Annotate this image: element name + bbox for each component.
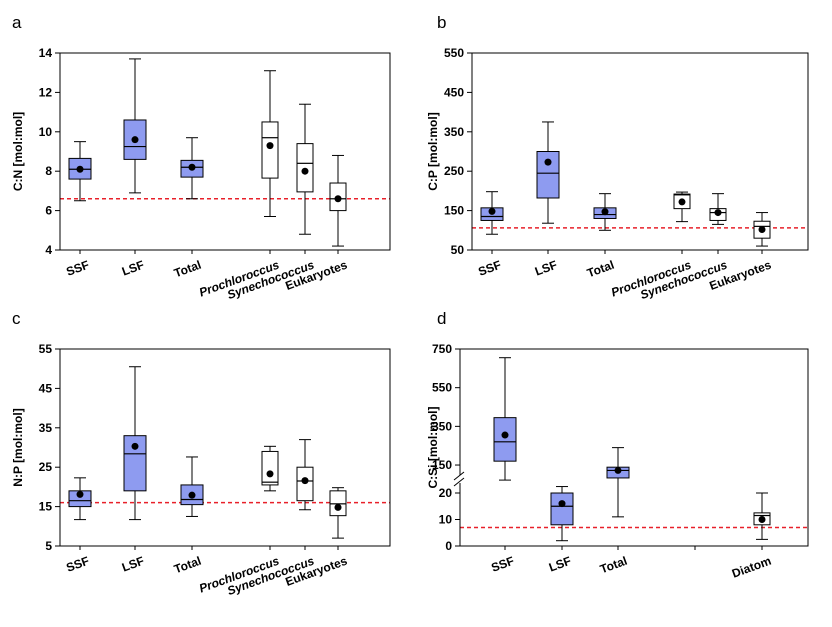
mean: [501, 431, 509, 439]
x-tick-label: LSF: [120, 554, 146, 575]
y-tick-label: 6: [45, 204, 52, 218]
mean: [301, 167, 309, 175]
y-axis-title: N:P [mol:mol]: [11, 408, 25, 486]
x-tick-label: SSF: [476, 258, 503, 279]
mean: [76, 490, 84, 498]
y-axis-title: C:N [mol:mol]: [11, 112, 25, 191]
panel-label: d: [437, 309, 446, 328]
y-tick-label: 10: [439, 513, 453, 527]
mean: [76, 165, 84, 173]
box: [261, 450, 279, 486]
mean: [131, 136, 139, 144]
mean: [488, 207, 496, 215]
mean: [131, 442, 139, 450]
y-tick-label: 150: [432, 458, 452, 472]
x-tick-label: Eukaryotes: [283, 258, 349, 293]
mean: [188, 491, 196, 499]
mean: [266, 470, 274, 478]
box: [536, 151, 560, 199]
y-tick-label: 4: [45, 243, 52, 257]
mean: [266, 142, 274, 150]
box: [68, 490, 92, 508]
mean: [758, 226, 766, 234]
x-tick-label: LSF: [547, 554, 573, 575]
x-tick-label: LSF: [120, 258, 146, 279]
box: [550, 492, 574, 526]
x-tick-label: Total: [598, 554, 629, 577]
x-tick-label: Total: [585, 258, 616, 281]
mean: [601, 208, 609, 216]
y-tick-label: 550: [444, 46, 464, 60]
y-tick-label: 550: [432, 381, 452, 395]
plot-frame: [471, 52, 809, 251]
plot-frame: [59, 348, 391, 547]
x-tick-label: SSF: [489, 554, 516, 575]
y-tick-label: 250: [444, 164, 464, 178]
y-tick-label: 750: [432, 342, 452, 356]
y-tick-label: 350: [432, 419, 452, 433]
y-tick-label: 14: [39, 46, 53, 60]
y-tick-label: 8: [45, 164, 52, 178]
mean: [334, 195, 342, 203]
panel-label: c: [12, 309, 21, 328]
y-tick-label: 10: [39, 125, 53, 139]
x-tick-label: SSF: [64, 554, 91, 575]
x-tick-label: Total: [172, 258, 203, 281]
box: [261, 121, 279, 179]
y-axis-title: C:P [mol:mol]: [426, 112, 440, 190]
y-tick-label: 25: [39, 460, 53, 474]
mean: [714, 209, 722, 217]
mean: [334, 503, 342, 511]
y-tick-label: 150: [444, 204, 464, 218]
mean: [678, 198, 686, 206]
y-tick-label: 45: [39, 381, 53, 395]
plot-frame: [59, 52, 391, 251]
axis-break: [453, 477, 465, 487]
x-tick-label: SSF: [64, 258, 91, 279]
y-axis-title: C:Si [mol:mol]: [426, 407, 440, 489]
mean: [558, 500, 566, 508]
y-tick-label: 35: [39, 421, 53, 435]
x-tick-label: Diatom: [730, 554, 773, 581]
box: [123, 435, 147, 492]
y-tick-label: 0: [445, 539, 452, 553]
y-tick-label: 50: [451, 243, 465, 257]
y-tick-label: 350: [444, 125, 464, 139]
axis-break: [453, 471, 465, 481]
plot-frame: [459, 348, 809, 547]
y-tick-label: 55: [39, 342, 53, 356]
mean: [188, 163, 196, 171]
mean: [544, 158, 552, 166]
y-tick-label: 20: [439, 486, 453, 500]
panel-label: b: [437, 13, 446, 32]
y-tick-label: 450: [444, 85, 464, 99]
y-tick-label: 5: [45, 539, 52, 553]
panel-label: a: [12, 13, 22, 32]
mean: [758, 516, 766, 524]
axis-break-gap: [456, 475, 464, 484]
x-tick-label: LSF: [533, 258, 559, 279]
x-tick-label: Total: [172, 554, 203, 577]
x-tick-label: Eukaryotes: [283, 554, 349, 589]
y-tick-label: 12: [39, 85, 53, 99]
y-tick-label: 15: [39, 500, 53, 514]
box: [493, 417, 517, 462]
mean: [301, 477, 309, 485]
mean: [614, 466, 622, 474]
